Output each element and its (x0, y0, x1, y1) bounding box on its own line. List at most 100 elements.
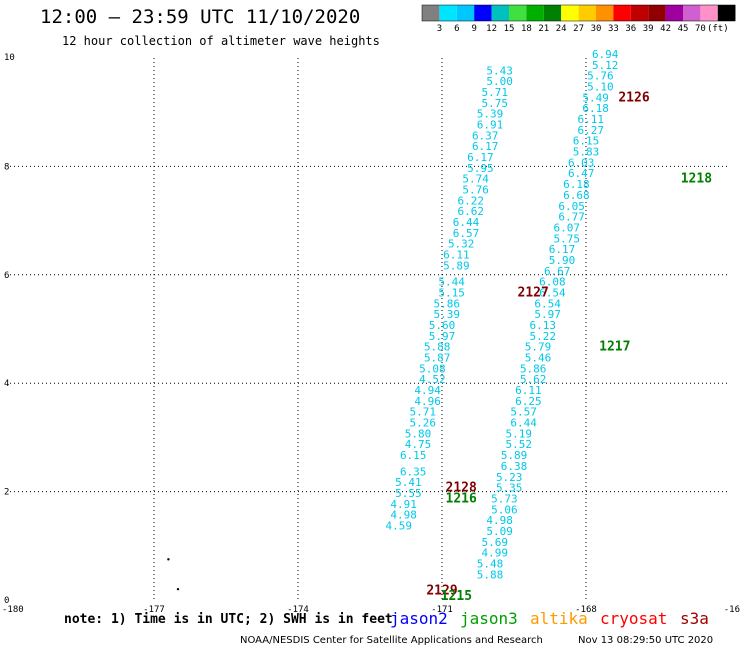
wave-height-value: 6.57 (453, 227, 480, 240)
legend-label: 9 (471, 24, 476, 34)
pass-time-label: 2129 (426, 584, 457, 599)
wave-height-value: 5.52 (506, 438, 533, 451)
legend-swatch (717, 5, 736, 21)
wave-height-value: 6.77 (558, 211, 585, 224)
legend-label: 33 (608, 24, 619, 34)
legend-swatch (665, 5, 683, 21)
grid-lines (10, 58, 730, 600)
wave-height-value: 4.59 (386, 520, 413, 533)
wave-height-value: 6.11 (578, 113, 605, 126)
pass-time-label: 2126 (618, 90, 649, 105)
wave-height-value: 5.97 (534, 308, 561, 321)
pass-time-label: 1216 (446, 491, 477, 506)
wave-height-value: 5.71 (482, 86, 509, 99)
legend-label: 6 (454, 24, 459, 34)
wave-height-value: 5.88 (424, 341, 451, 354)
legend-label: 18 (521, 24, 532, 34)
wave-height-value: 5.55 (395, 487, 422, 500)
wave-height-value: 5.46 (525, 352, 552, 365)
wave-height-value: 6.62 (458, 205, 485, 218)
wave-height-value: 6.17 (467, 151, 494, 164)
pass-time-label: 1217 (599, 340, 630, 355)
wave-height-value: 6.11 (443, 249, 470, 262)
wave-height-value: 5.44 (438, 276, 465, 289)
wave-height-value: 6.27 (578, 124, 605, 137)
wave-height-value: 5.43 (486, 64, 513, 77)
map-subtitle: 12 hour collection of altimeter wave hei… (62, 34, 380, 48)
wave-height-value: 5.83 (573, 146, 600, 159)
wave-height-value: 5.88 (477, 568, 504, 581)
wave-height-value: 6.94 (592, 48, 619, 61)
wave-height-value: 5.23 (496, 471, 523, 484)
generated-timestamp: Nov 13 08:29:50 UTC 2020 (578, 635, 714, 646)
wave-height-value: 4.91 (390, 498, 417, 511)
y-tick-label: 2 (4, 488, 9, 498)
satellite-legend-item: s3a (680, 609, 709, 628)
wave-height-value: 6.38 (501, 460, 528, 473)
wave-height-value: 5.60 (429, 319, 456, 332)
wave-height-value: 5.89 (501, 449, 528, 462)
wave-height-value: 5.79 (525, 341, 552, 354)
wave-height-value: 6.44 (453, 216, 480, 229)
color-legend: 3 6 9 12 15 18 21 24 27 30 33 36 39 42 45 70 (ft) (421, 4, 736, 34)
y-tick-label: 4 (4, 379, 9, 389)
wave-height-value: 6.07 (554, 221, 581, 234)
legend-swatch (474, 5, 492, 21)
wave-height-value: 6.08 (539, 276, 566, 289)
x-tick-label: -174 (287, 605, 309, 615)
wave-height-value: 5.69 (482, 536, 509, 549)
legend-label: 70 (695, 24, 706, 34)
wave-height-value: 6.17 (549, 243, 576, 256)
pass-time-label: 2128 (446, 481, 477, 496)
wave-height-value: 5.15 (438, 286, 465, 299)
satellite-legend-item: cryosat (600, 609, 668, 628)
satellite-legend-item: altika (530, 609, 588, 628)
legend-swatch (456, 5, 475, 21)
wave-height-value: 4.94 (414, 384, 441, 397)
y-tick-label: 6 (4, 271, 9, 281)
wave-height-value: 4.75 (405, 438, 432, 451)
wave-height-value: 5.75 (554, 232, 581, 245)
wave-height-value: 5.12 (592, 59, 619, 72)
wave-height-value: 6.11 (515, 384, 542, 397)
legend-label: 42 (660, 24, 671, 34)
y-tick-label: 10 (4, 53, 15, 63)
legend-swatch (648, 5, 666, 21)
wave-height-value: 5.74 (462, 173, 489, 186)
legend-swatch (613, 5, 631, 21)
x-tick-label: -168 (575, 605, 597, 615)
legend-swatch (491, 5, 509, 21)
satellite-legend-item: jason2 (390, 609, 448, 628)
wave-height-value: 5.09 (486, 525, 513, 538)
wave-height-value: 5.39 (434, 308, 461, 321)
wave-height-value: 5.22 (530, 330, 557, 343)
wave-height-value: 5.90 (549, 254, 576, 267)
legend-swatch (683, 5, 701, 21)
wave-height-value: 4.99 (482, 547, 509, 560)
legend-label: 12 (486, 24, 497, 34)
legend-swatch (439, 5, 457, 21)
note-text: note: 1) Time is in UTC; 2) SWH is in fe… (64, 612, 393, 627)
wave-height-value: 6.15 (573, 135, 600, 148)
wave-height-value: 4.98 (390, 509, 417, 522)
pass-time-label: 2127 (518, 285, 549, 300)
wave-height-value: 6.35 (400, 465, 427, 478)
wave-height-value: 5.39 (477, 108, 504, 121)
wave-height-value: 6.37 (472, 129, 499, 142)
legend-swatch (596, 5, 614, 21)
legend-swatch (543, 5, 562, 21)
legend-label: 39 (643, 24, 654, 34)
wave-height-value: 6.03 (568, 156, 595, 169)
left-satellite-track: 5.435.005.715.755.396.916.376.176.175.95… (386, 64, 513, 532)
wave-height-value: 6.18 (563, 178, 590, 191)
wave-height-value: 6.44 (510, 417, 537, 430)
satellite-legend-item: jason3 (460, 609, 518, 628)
wave-height-value: 6.25 (515, 395, 542, 408)
wave-height-value: 5.41 (395, 476, 422, 489)
x-axis-ticks: -180 -177 -174 -171 -168 -16 (2, 605, 740, 615)
pass-time-label: 1218 (681, 172, 712, 187)
wave-height-value: 5.49 (582, 91, 609, 104)
legend-label: 27 (573, 24, 584, 34)
wave-height-value: 6.68 (563, 189, 590, 202)
pass-time-label: 1215 (441, 589, 472, 604)
